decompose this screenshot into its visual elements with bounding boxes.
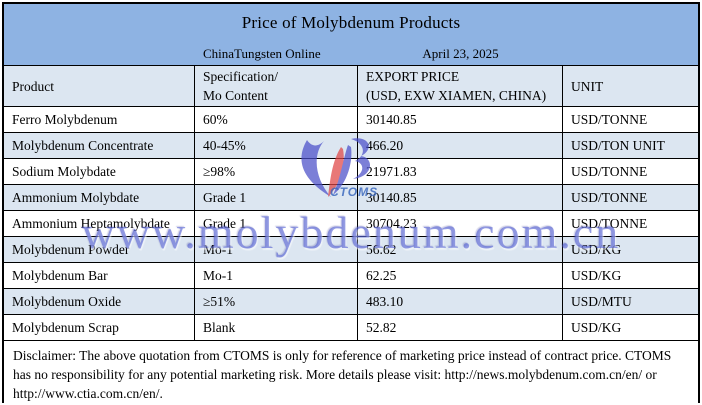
date-label: April 23, 2025 — [422, 46, 499, 61]
cell-spec: Mo-1 — [195, 237, 358, 262]
title-band: Price of Molybdenum Products ChinaTungst… — [4, 4, 698, 66]
cell-spec: 40-45% — [195, 133, 358, 158]
table-row: Molybdenum Oxide ≥51% 483.10 USD/MTU — [4, 289, 698, 315]
table-header-row: Product Specification/ Mo Content EXPORT… — [4, 66, 698, 107]
table-row: Molybdenum Scrap Blank 52.82 USD/KG — [4, 315, 698, 341]
header-product: Product — [4, 66, 195, 106]
cell-spec: Mo-1 — [195, 263, 358, 288]
cell-product: Ferro Molybdenum — [4, 107, 195, 132]
table-row: Ferro Molybdenum 60% 30140.85 USD/TONNE — [4, 107, 698, 133]
cell-price: 30140.85 — [358, 185, 563, 210]
header-price-line1: EXPORT PRICE — [366, 69, 460, 84]
cell-price: 483.10 — [358, 289, 563, 314]
cell-unit: USD/TONNE — [571, 163, 648, 179]
header-price-line2: (USD, EXW XIAMEN, CHINA) — [366, 88, 547, 103]
cell-unit: USD/MTU — [571, 293, 632, 309]
cell-price: 466.20 — [358, 133, 563, 158]
cell-unit: USD/TON UNIT — [571, 137, 665, 153]
source-label: ChinaTungsten Online — [203, 46, 321, 61]
table-row: Ammonium Heptamolybdate Grade 1 30704.23… — [4, 211, 698, 237]
cell-spec: ≥51% — [195, 289, 358, 314]
header-spec-line2: Mo Content — [203, 88, 268, 103]
cell-spec: Grade 1 — [195, 211, 358, 236]
cell-product: Molybdenum Oxide — [4, 289, 195, 314]
cell-price: 62.25 — [358, 263, 563, 288]
table-row: Molybdenum Powder Mo-1 56.62 USD/KG — [4, 237, 698, 263]
cell-product: Molybdenum Scrap — [4, 315, 195, 340]
table-row: Ammonium Molybdate Grade 1 30140.85 USD/… — [4, 185, 698, 211]
disclaimer-text: Disclaimer: The above quotation from CTO… — [4, 341, 698, 405]
cell-product: Ammonium Molybdate — [4, 185, 195, 210]
cell-price: 52.82 — [358, 315, 563, 340]
cell-unit: USD/KG — [571, 319, 622, 335]
cell-spec: Grade 1 — [195, 185, 358, 210]
header-unit: UNIT — [571, 78, 604, 94]
cell-price: 21971.83 — [358, 159, 563, 184]
table-row: Molybdenum Bar Mo-1 62.25 USD/KG — [4, 263, 698, 289]
cell-price: 30140.85 — [358, 107, 563, 132]
title-subrow: ChinaTungsten Online April 23, 2025 — [4, 46, 698, 62]
cell-product: Ammonium Heptamolybdate — [4, 211, 195, 236]
header-export-price: EXPORT PRICE (USD, EXW XIAMEN, CHINA) — [358, 66, 563, 106]
cell-price: 56.62 — [358, 237, 563, 262]
table-row: Molybdenum Concentrate 40-45% 466.20 USD… — [4, 133, 698, 159]
cell-product: Molybdenum Bar — [4, 263, 195, 288]
cell-unit: USD/TONNE — [571, 215, 648, 231]
cell-product: Molybdenum Concentrate — [4, 133, 195, 158]
cell-price: 30704.23 — [358, 211, 563, 236]
header-specification: Specification/ Mo Content — [195, 66, 358, 106]
cell-product: Sodium Molybdate — [4, 159, 195, 184]
header-spec-line1: Specification/ — [203, 69, 278, 84]
cell-spec: 60% — [195, 107, 358, 132]
cell-spec: ≥98% — [195, 159, 358, 184]
cell-spec: Blank — [195, 315, 358, 340]
cell-unit: USD/TONNE — [571, 189, 648, 205]
cell-unit: USD/TONNE — [571, 111, 648, 127]
cell-unit: USD/KG — [571, 241, 622, 257]
cell-unit: USD/KG — [571, 267, 622, 283]
table-row: Sodium Molybdate ≥98% 21971.83 USD/TONNE — [4, 159, 698, 185]
cell-product: Molybdenum Powder — [4, 237, 195, 262]
page-title: Price of Molybdenum Products — [241, 13, 461, 32]
